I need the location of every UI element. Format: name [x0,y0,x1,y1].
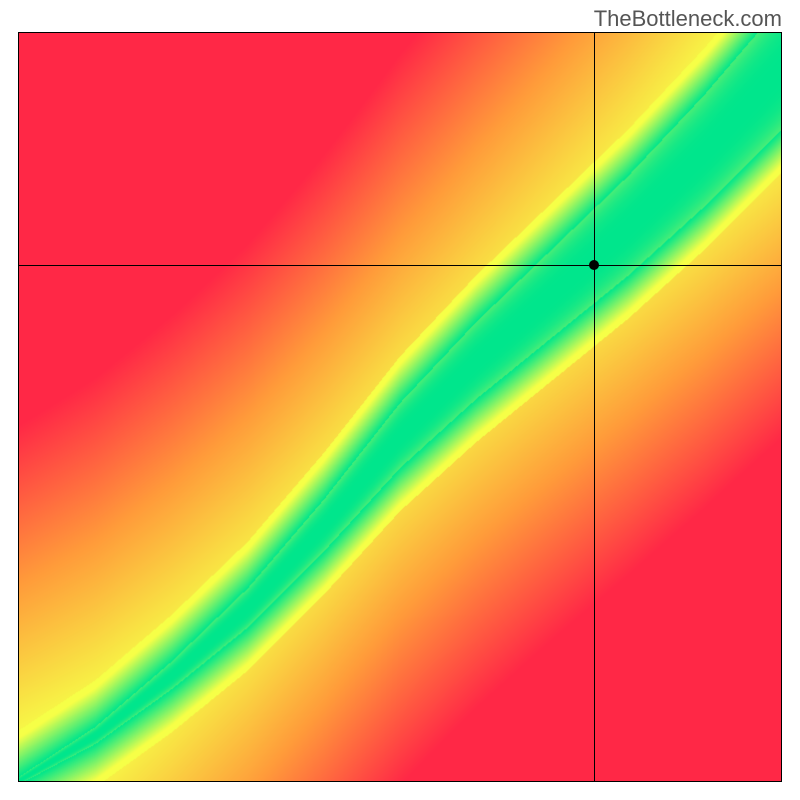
plot-frame [18,32,782,782]
heatmap-canvas [19,33,781,781]
marker-dot [589,260,599,270]
chart-container: TheBottleneck.com [0,0,800,800]
crosshair-vertical [594,33,595,781]
watermark-text: TheBottleneck.com [594,6,782,32]
crosshair-horizontal [19,265,781,266]
